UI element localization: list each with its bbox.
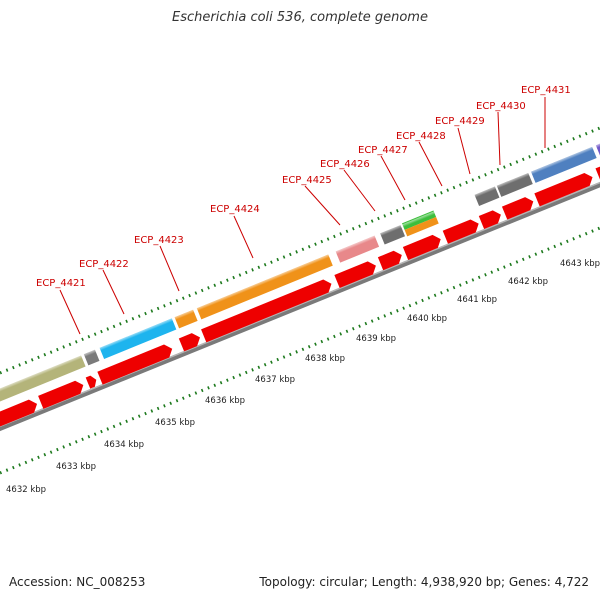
cds-arrow (501, 197, 534, 220)
kbp-label: 4642 kbp (508, 277, 548, 287)
cds-arrow (377, 250, 402, 271)
kbp-label: 4641 kbp (457, 295, 497, 305)
kbp-label: 4634 kbp (104, 440, 144, 450)
topology-text: Topology: circular; Length: 4,938,920 bp… (259, 575, 589, 589)
kbp-label: 4636 kbp (205, 396, 245, 406)
cds-arrow (442, 219, 479, 244)
kbp-label: 4633 kbp (56, 462, 96, 472)
gene-label: ECP_4423 (134, 235, 184, 246)
accession-text: Accession: NC_008253 (9, 575, 146, 589)
kbp-label: 4637 kbp (255, 375, 295, 385)
kbp-label: 4643 kbp (560, 259, 600, 269)
gene-label: ECP_4421 (36, 278, 86, 289)
kbp-label: 4639 kbp (356, 334, 396, 344)
cds-arrow (402, 234, 441, 260)
gene-labels: ECP_4421 ECP_4422 ECP_4423 ECP_4424 ECP_… (36, 85, 571, 289)
cog-block-orange (404, 217, 439, 237)
cds-arrow (38, 380, 84, 409)
cds-arrow (534, 172, 593, 207)
gene-label: ECP_4425 (282, 175, 332, 186)
cds-arrow (85, 375, 97, 389)
gene-leader-lines (59, 97, 546, 335)
kbp-label: 4632 kbp (6, 485, 46, 495)
cog-tick-track (0, 126, 600, 375)
kbp-labels: 4632 kbp 4633 kbp 4634 kbp 4635 kbp 4636… (6, 259, 600, 495)
cds-arrow (201, 279, 332, 343)
cog-track (0, 128, 600, 412)
gene-label: ECP_4430 (476, 101, 526, 112)
backbone-line (0, 181, 600, 432)
gene-label: ECP_4422 (79, 259, 129, 270)
cds-arrow (0, 399, 38, 437)
gene-label: ECP_4424 (210, 204, 260, 215)
gene-label: ECP_4427 (358, 145, 408, 156)
gene-label: ECP_4429 (435, 116, 485, 127)
gene-label: ECP_4428 (396, 131, 446, 142)
cds-arrow (178, 333, 200, 352)
kbp-label: 4638 kbp (305, 354, 345, 364)
cds-arrow (334, 261, 376, 288)
gene-label: ECP_4426 (320, 159, 370, 170)
kbp-label: 4640 kbp (407, 314, 447, 324)
map-title: Escherichia coli 536, complete genome (172, 10, 428, 25)
cds-arrow (478, 210, 501, 230)
cds-track (0, 148, 600, 437)
gene-label: ECP_4431 (521, 85, 571, 96)
cds-arrow (97, 344, 173, 385)
kbp-label: 4635 kbp (155, 418, 195, 428)
